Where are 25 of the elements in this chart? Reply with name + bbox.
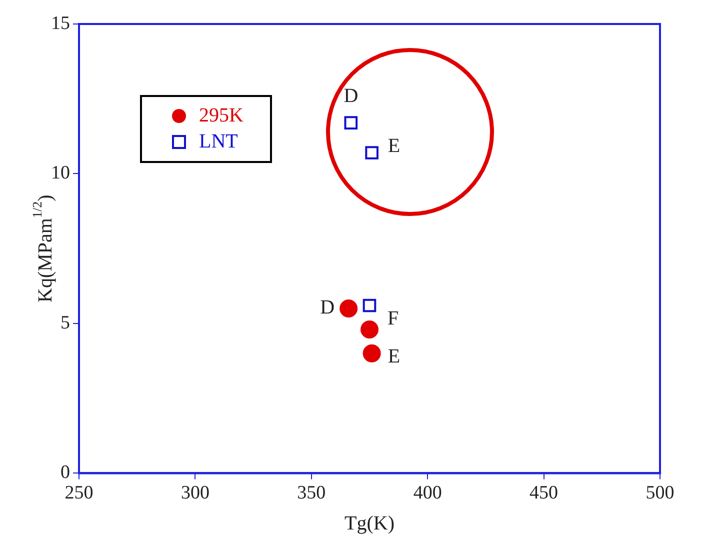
annotation: D <box>320 296 335 319</box>
annotation: D <box>344 85 358 108</box>
point <box>344 116 358 130</box>
y-tick-label: 5 <box>60 312 70 334</box>
x-axis-title: Tg(K) <box>344 512 394 534</box>
annotation: E <box>388 346 400 368</box>
annotation: F <box>388 308 399 330</box>
y-axis-title: Kq(MPam1/2) <box>29 194 56 302</box>
x-tick-label: 250 <box>64 482 94 504</box>
annotation: E <box>388 135 400 158</box>
y-tick-label: 10 <box>51 162 70 184</box>
y-tick-label: 0 <box>60 462 70 484</box>
y-tick-label: 15 <box>51 12 70 34</box>
point <box>340 299 358 318</box>
x-tick-label: 350 <box>297 482 326 504</box>
x-tick-label: 500 <box>646 482 674 504</box>
point <box>360 320 378 338</box>
legend-label: 295K <box>199 104 244 126</box>
legend-label: LNT <box>199 130 238 152</box>
point <box>362 298 376 312</box>
point <box>362 344 381 362</box>
x-tick-label: 450 <box>530 482 558 504</box>
x-tick-label: 400 <box>413 482 442 504</box>
x-tick-label: 300 <box>180 482 210 504</box>
point <box>365 146 378 160</box>
